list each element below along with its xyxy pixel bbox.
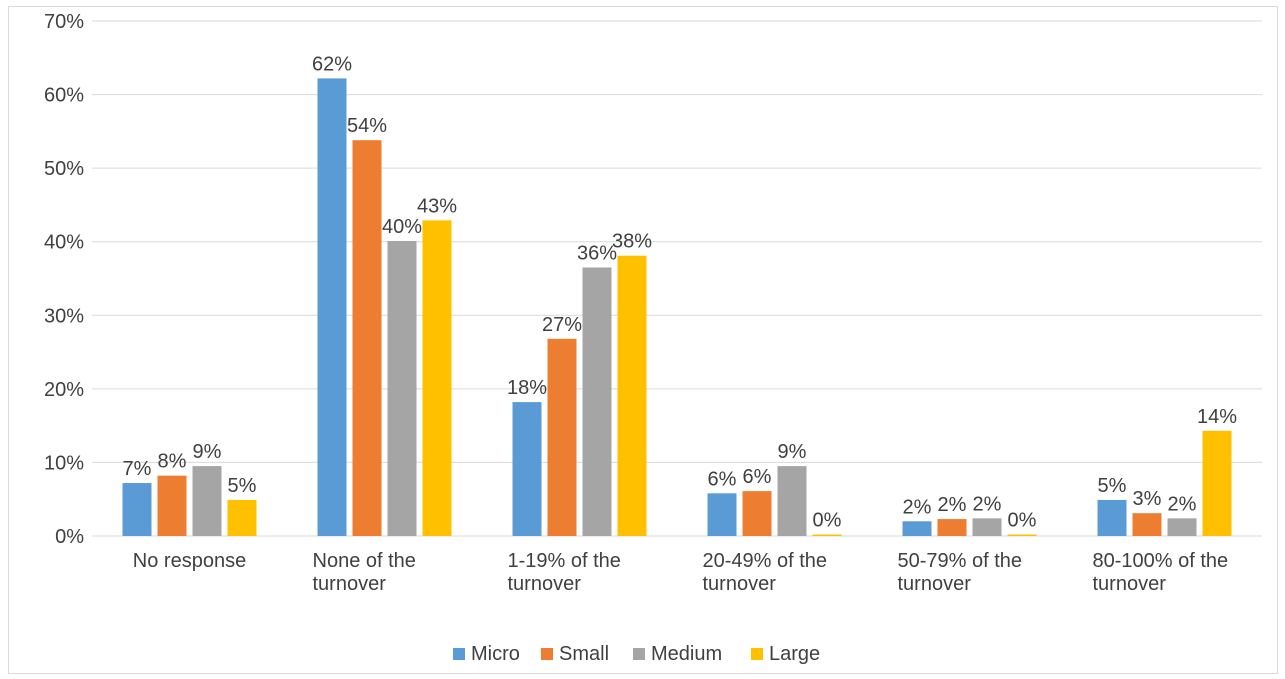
data-label: 5% xyxy=(1098,475,1127,497)
bar-micro xyxy=(1097,499,1127,536)
bar-medium xyxy=(192,466,222,536)
data-label: 14% xyxy=(1197,406,1237,428)
x-category-label: 80-100% of the turnover xyxy=(1093,550,1229,595)
y-tick-label: 10% xyxy=(44,452,84,474)
legend-label-small: Small xyxy=(559,643,609,665)
legend-label-medium: Medium xyxy=(651,643,722,665)
bar-large xyxy=(227,499,257,536)
x-category-label: 50-79% of the turnover xyxy=(898,550,1023,595)
bar-medium xyxy=(777,466,807,536)
bar-small xyxy=(742,491,772,536)
data-label: 62% xyxy=(312,53,352,75)
data-labels: 7% 62% 18% 6% 2% 5% 8% 54% 27% 6% 2% 3% 9% 40% 36% 9% 2%… xyxy=(123,53,1238,531)
legend-label-micro: Micro xyxy=(471,643,520,665)
bar-small xyxy=(937,519,967,536)
data-label: 9% xyxy=(778,441,807,463)
bar-micro xyxy=(707,493,737,536)
data-label: 18% xyxy=(507,377,547,399)
bar-micro xyxy=(512,402,542,536)
y-tick-label: 30% xyxy=(44,305,84,327)
data-label: 3% xyxy=(1133,488,1162,510)
bar-medium xyxy=(387,240,417,536)
y-tick-label: 0% xyxy=(55,526,84,548)
y-tick-label: 70% xyxy=(44,11,84,33)
bar-micro xyxy=(902,521,932,536)
bar-medium xyxy=(582,267,612,536)
data-label: 2% xyxy=(938,494,967,516)
bar-medium xyxy=(1167,518,1197,536)
x-category-label: 20-49% of the turnover xyxy=(703,550,828,595)
bar-micro xyxy=(122,483,152,536)
bar-medium xyxy=(972,518,1002,536)
data-label: 8% xyxy=(158,451,187,473)
data-label: 2% xyxy=(1168,493,1197,515)
data-label: 27% xyxy=(542,314,582,336)
y-tick-label: 20% xyxy=(44,379,84,401)
data-label: 6% xyxy=(708,468,737,490)
y-axis: 0% 10% 20% 30% 40% 50% 60% 70% xyxy=(44,11,84,548)
legend-swatch-large xyxy=(751,648,763,660)
bars xyxy=(122,78,1232,536)
data-label: 0% xyxy=(813,510,842,532)
bar-large xyxy=(1202,430,1232,536)
data-label: 38% xyxy=(612,231,652,253)
data-label: 0% xyxy=(1008,510,1037,532)
data-label: 5% xyxy=(228,475,257,497)
bar-large xyxy=(422,220,452,536)
legend-label-large: Large xyxy=(769,643,820,665)
data-label: 40% xyxy=(382,216,422,238)
y-tick-label: 50% xyxy=(44,158,84,180)
bar-large xyxy=(812,534,842,536)
data-label: 2% xyxy=(973,493,1002,515)
legend-swatch-micro xyxy=(453,648,465,660)
y-tick-label: 60% xyxy=(44,85,84,107)
data-label: 2% xyxy=(903,496,932,518)
data-label: 36% xyxy=(577,242,617,264)
data-label: 43% xyxy=(417,195,457,217)
legend-swatch-small xyxy=(541,648,553,660)
x-axis: No response None of the turnover 1-19% of t… xyxy=(133,550,1228,595)
x-category-label: None of the turnover xyxy=(313,550,416,595)
legend: Micro Small Medium Large xyxy=(453,643,820,665)
x-category-label: No response xyxy=(133,550,246,572)
legend-swatch-medium xyxy=(633,648,645,660)
data-label: 9% xyxy=(193,441,222,463)
data-label: 7% xyxy=(123,458,152,480)
gridlines xyxy=(92,20,1262,537)
data-label: 54% xyxy=(347,115,387,137)
bar-small xyxy=(157,475,187,536)
y-tick-label: 40% xyxy=(44,232,84,254)
bar-large xyxy=(617,255,647,536)
x-category-label: 1-19% of the turnover xyxy=(508,550,621,595)
bar-small xyxy=(352,140,382,536)
bar-large xyxy=(1007,534,1037,536)
bar-small xyxy=(1132,513,1162,536)
bar-micro xyxy=(317,78,347,536)
bar-small xyxy=(547,338,577,536)
data-label: 6% xyxy=(743,466,772,488)
